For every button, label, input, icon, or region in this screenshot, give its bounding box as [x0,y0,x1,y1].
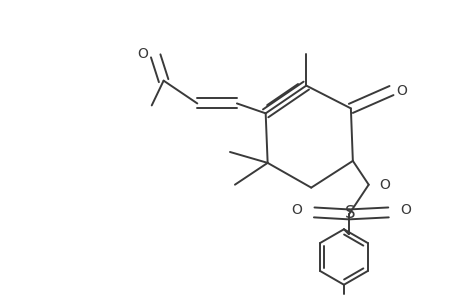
Text: O: O [395,84,406,98]
Text: O: O [399,203,410,218]
Text: O: O [379,178,390,192]
Text: O: O [137,47,147,61]
Text: O: O [291,203,302,218]
Text: S: S [344,204,354,222]
